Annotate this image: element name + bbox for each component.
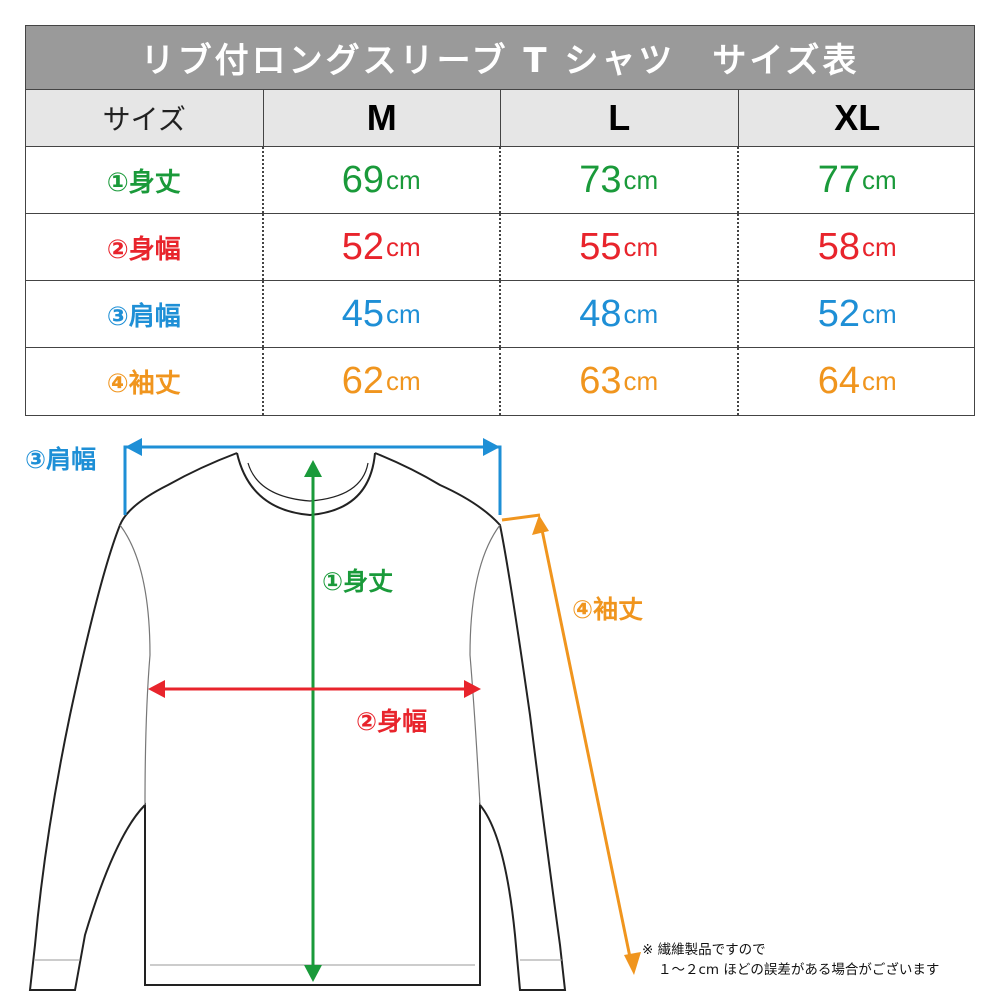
measurement-cell: 52 cm [264, 214, 501, 280]
header-row: サイズ M L XL [26, 90, 974, 147]
row-label: ③肩幅 [26, 281, 264, 347]
table-row: ③肩幅 45 cm 48 cm 52 cm [26, 281, 974, 348]
unit-label: cm [623, 298, 659, 329]
measurement-cell: 69 cm [264, 147, 501, 213]
size-xl: XL [834, 97, 881, 138]
measurement-value: 62 [341, 360, 385, 402]
measurement-cell: 62 cm [264, 348, 501, 415]
unit-label: cm [386, 231, 421, 262]
shirt-outline [28, 452, 567, 991]
measurement-cell: 55 cm [501, 214, 739, 280]
shoulder-label: ③肩幅 [25, 445, 97, 474]
size-l: L [501, 90, 739, 146]
measurement-value: 45 [341, 292, 385, 335]
measurement-cell: 48 cm [501, 281, 739, 347]
table-title: リブ付ロングスリーブ T シャツ サイズ表 [26, 26, 974, 90]
size-table: リブ付ロングスリーブ T シャツ サイズ表 サイズ M L XL ①身丈 69 cm… [25, 25, 975, 416]
shirt-diagram [28, 438, 641, 991]
table-row: ①身丈 69 cm 73 cm 77 cm [26, 147, 974, 214]
chest-arrow [148, 680, 481, 698]
measurement-cell: 77 cm [739, 147, 977, 213]
measurement-cell: 64 cm [739, 348, 977, 415]
measurement-value: 73 [579, 158, 622, 201]
sleeve-arrow [501, 513, 641, 975]
note-line-1: ※ 繊維製品ですので [642, 942, 766, 958]
measurement-value: 52 [341, 225, 385, 268]
length-label: ①身丈 [322, 567, 394, 596]
note-line-2: １～２cm ほどの誤差がある場合がございます [658, 962, 940, 978]
measurement-cell: 52 cm [739, 281, 977, 347]
unit-label: cm [386, 164, 421, 195]
measurement-cell: 63 cm [501, 348, 739, 415]
measurement-cell: 58 cm [739, 214, 977, 280]
measurement-cell: 73 cm [501, 147, 739, 213]
unit-label: cm [386, 366, 421, 396]
row-label: ④袖丈 [26, 348, 264, 415]
size-m: M [264, 90, 501, 146]
measurement-value: 64 [817, 360, 861, 402]
table-row: ④袖丈 62 cm 63 cm 64 cm [26, 348, 974, 415]
measurement-cell: 45 cm [264, 281, 501, 347]
measurement-value: 48 [579, 292, 622, 335]
table-row: ②身幅 52 cm 55 cm 58 cm [26, 214, 974, 281]
measurement-value: 52 [817, 292, 861, 335]
measurement-value: 63 [579, 360, 622, 402]
chest-label: ②身幅 [356, 707, 428, 736]
length-arrow [304, 460, 322, 982]
row-label: ①身丈 [26, 147, 264, 213]
unit-label: cm [623, 164, 659, 195]
unit-label: cm [862, 298, 897, 329]
measurement-value: 77 [817, 158, 861, 201]
unit-label: cm [862, 164, 897, 195]
size-label: サイズ [26, 90, 264, 146]
unit-label: cm [862, 231, 897, 262]
measurement-value: 69 [341, 158, 385, 201]
unit-label: cm [862, 366, 897, 396]
row-label: ②身幅 [26, 214, 264, 280]
measurement-value: 58 [817, 225, 861, 268]
sleeve-label: ④袖丈 [572, 595, 644, 624]
measurement-value: 55 [579, 225, 622, 268]
unit-label: cm [623, 366, 659, 396]
shoulder-arrow [123, 438, 502, 515]
disclaimer-note: ※ 繊維製品ですので １～２cm ほどの誤差がある場合がございます [642, 940, 939, 980]
unit-label: cm [623, 231, 659, 262]
unit-label: cm [386, 298, 421, 329]
